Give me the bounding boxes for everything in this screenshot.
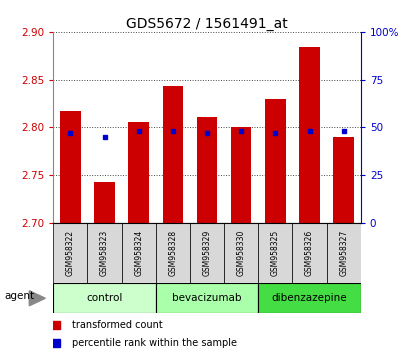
Text: percentile rank within the sample: percentile rank within the sample [72,338,236,348]
Bar [333,137,353,223]
Bar [53,283,155,313]
Bar [265,99,285,223]
Bar [162,86,183,223]
Bar [326,223,360,283]
Bar [258,223,292,283]
Bar [299,47,319,223]
Text: GSM958324: GSM958324 [134,230,143,276]
Bar [87,223,121,283]
Bar [189,223,224,283]
Bar [230,127,251,223]
Text: GSM958329: GSM958329 [202,230,211,276]
Bar [258,283,360,313]
Text: GSM958323: GSM958323 [100,230,109,276]
Bar [128,122,148,223]
Text: GSM958326: GSM958326 [304,230,313,276]
Text: dibenzazepine: dibenzazepine [271,293,346,303]
Text: GSM958325: GSM958325 [270,230,279,276]
Bar [155,223,189,283]
Text: control: control [86,293,122,303]
Text: GSM958330: GSM958330 [236,230,245,276]
Text: GSM958327: GSM958327 [338,230,347,276]
Polygon shape [29,291,45,306]
Text: agent: agent [4,291,34,302]
Title: GDS5672 / 1561491_at: GDS5672 / 1561491_at [126,17,287,31]
Text: GSM958322: GSM958322 [66,230,75,276]
Bar [155,283,258,313]
Bar [60,111,81,223]
Bar [94,182,115,223]
Text: transformed count: transformed count [72,320,162,330]
Bar [292,223,326,283]
Text: bevacizumab: bevacizumab [172,293,241,303]
Bar [224,223,258,283]
Bar [121,223,155,283]
Bar [196,117,217,223]
Bar [53,223,87,283]
Text: GSM958328: GSM958328 [168,230,177,276]
